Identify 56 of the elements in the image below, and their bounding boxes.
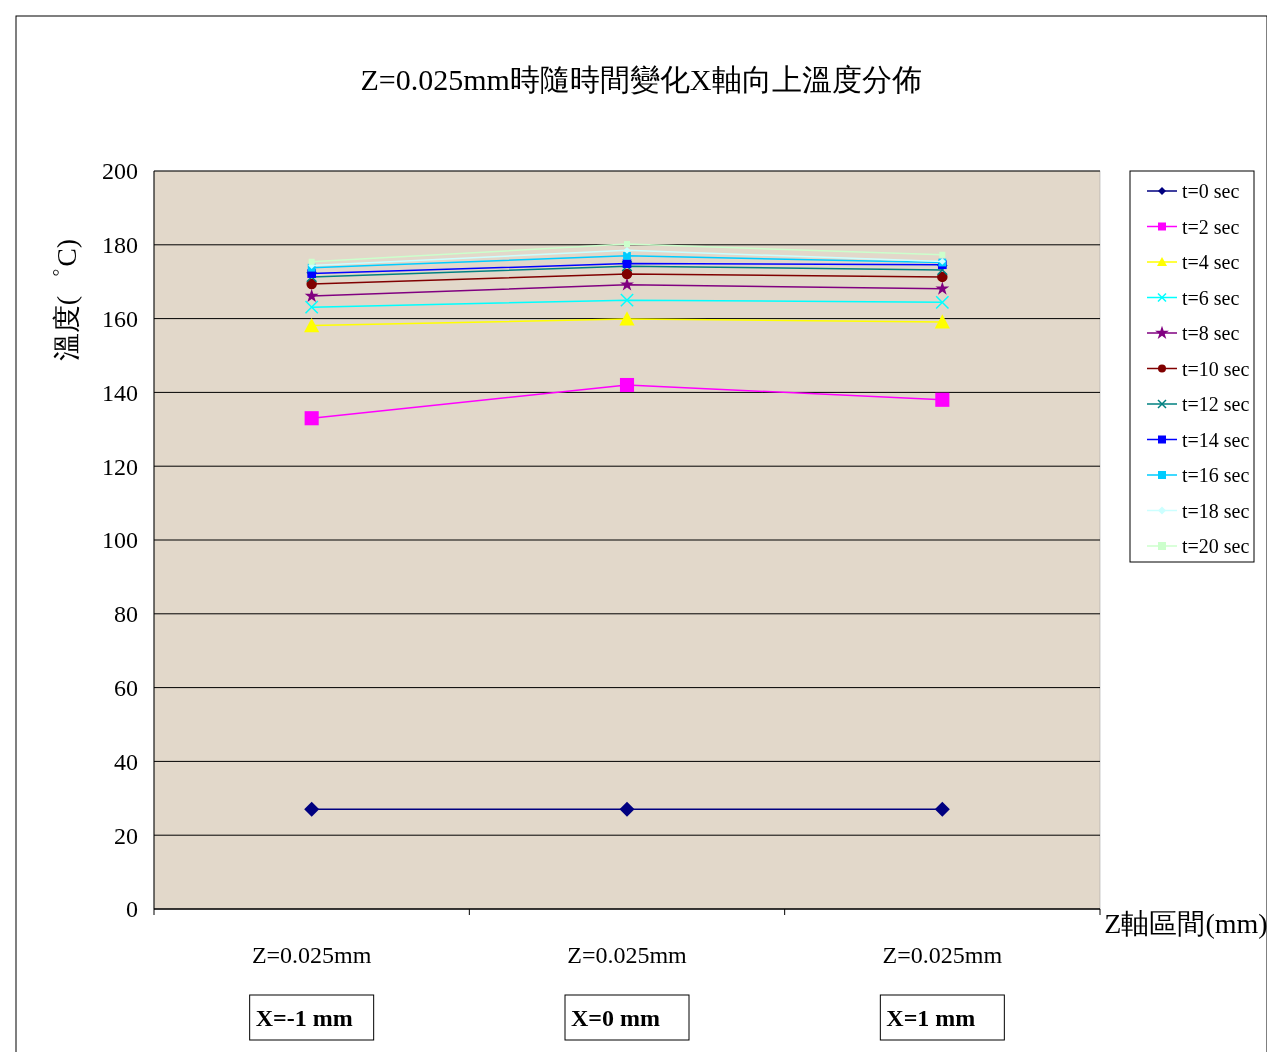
legend-label: t=4 sec <box>1182 251 1240 273</box>
text: X=0 mm <box>571 1005 660 1031</box>
x-tick-label: Z=0.025mm <box>567 942 688 968</box>
legend-label: t=12 sec <box>1182 393 1250 415</box>
point <box>936 264 948 276</box>
y-tick-label: 140 <box>102 379 138 406</box>
y-tick-label: 0 <box>126 896 138 923</box>
point <box>935 295 950 310</box>
point <box>304 288 319 303</box>
text: X=-1 mm <box>255 1005 353 1031</box>
point <box>623 251 631 260</box>
point <box>306 278 317 290</box>
point <box>935 281 950 295</box>
x-tick-label: Z=0.025mm <box>882 942 1003 968</box>
y-tick-label: 60 <box>114 675 138 701</box>
point <box>623 246 631 254</box>
legend-label: t=2 sec <box>1182 215 1240 238</box>
point <box>304 801 320 817</box>
point <box>304 411 319 426</box>
point <box>619 311 635 326</box>
y-tick-label: 100 <box>102 527 138 554</box>
point <box>620 293 634 308</box>
point <box>304 318 320 333</box>
legend-label: t=8 sec <box>1182 322 1240 344</box>
y-tick-label: 20 <box>114 822 138 849</box>
y-tick-label: 80 <box>114 601 138 628</box>
point <box>934 801 950 817</box>
legend-label: t=14 sec <box>1182 428 1250 451</box>
legend-label: t=18 sec <box>1182 499 1250 522</box>
y-tick-label: 160 <box>102 306 138 332</box>
y-tick-label: 120 <box>102 453 138 480</box>
y-tick-label: 200 <box>102 158 138 185</box>
point <box>620 277 634 291</box>
legend-label: t=10 sec <box>1182 357 1250 380</box>
legend-label: t=20 sec <box>1182 535 1250 557</box>
legend-label: t=0 sec <box>1182 180 1240 202</box>
point <box>621 268 633 280</box>
legend-label: t=6 sec <box>1182 286 1240 309</box>
point <box>624 241 630 248</box>
x-tick-label: Z=0.025mm <box>251 942 372 968</box>
y-axis-title: 溫度(゜C) <box>51 238 82 362</box>
point <box>308 258 315 265</box>
point <box>935 392 950 407</box>
point <box>934 314 950 329</box>
point <box>621 260 633 272</box>
x-axis-title: Z軸區間(mm) <box>1104 908 1267 939</box>
point <box>306 271 318 283</box>
point <box>619 377 635 393</box>
point <box>304 300 319 315</box>
point <box>619 801 635 817</box>
chart-title: Z=0.025mm時隨時間變化X軸向上溫度分佈 <box>360 63 922 96</box>
y-tick-label: 40 <box>114 748 138 775</box>
text: X=1 mm <box>886 1005 976 1031</box>
legend-label: t=16 sec <box>1182 464 1250 486</box>
y-tick-label: 180 <box>102 232 138 259</box>
point <box>939 251 946 258</box>
